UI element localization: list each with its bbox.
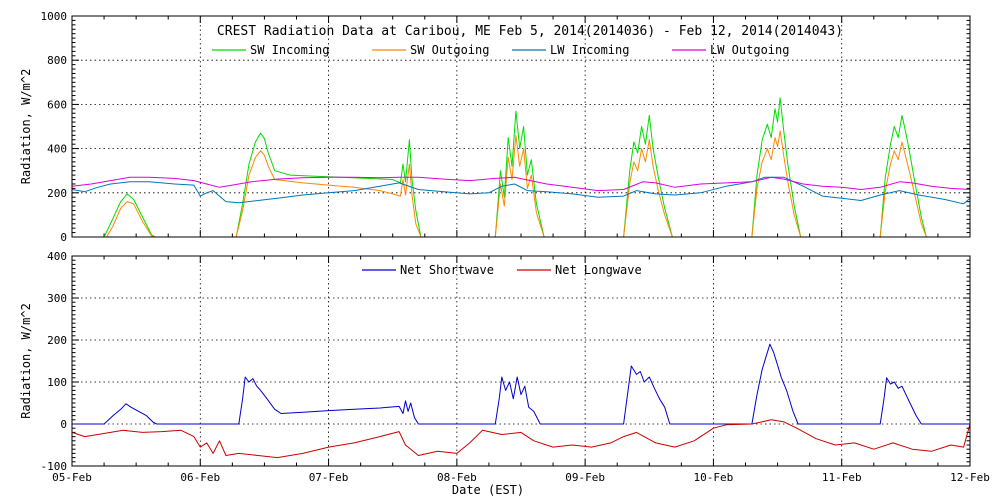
x-tick-label: 09-Feb (565, 471, 605, 484)
legend-label: Net Longwave (555, 263, 642, 277)
legend-label: Net Shortwave (400, 263, 494, 277)
series-line-net-longwave (71, 419, 971, 459)
top-panel: 0 200 400 600 800 1000 Radiation, W/m^2 SW Inco… (19, 10, 971, 244)
legend-label: SW Outgoing (410, 43, 489, 57)
x-tick-label: 12-Feb (950, 471, 990, 484)
x-tick-label: 10-Feb (694, 471, 734, 484)
x-tick-label: 06-Feb (180, 471, 220, 484)
y-tick-label: -100 (41, 460, 68, 473)
y-axis-title: Radiation, W/m^2 (19, 69, 33, 185)
legend-label: LW Outgoing (710, 43, 789, 57)
y-tick-label: 400 (47, 143, 67, 156)
x-tick-label: 05-Feb (52, 471, 92, 484)
bottom-panel: -100 0 100 200 300 400 05-Feb 06-Feb 07-Feb 08-Fe… (19, 250, 990, 484)
y-tick-label: 0 (60, 231, 67, 244)
x-axis-title: Date (EST) (452, 483, 524, 497)
series-line-sw-outgoing (72, 130, 970, 238)
series-line-sw-incoming (72, 97, 970, 238)
plot-frame (71, 15, 971, 238)
y-tick-label: 800 (47, 54, 67, 67)
plot-frame (71, 255, 971, 467)
y-tick-label: 200 (47, 187, 67, 200)
y-tick-label: 600 (47, 98, 67, 111)
legend-label: SW Incoming (250, 43, 329, 57)
chart-title: CREST Radiation Data at Caribou, ME Feb … (217, 24, 843, 39)
y-axis-title: Radiation, W/m^2 (19, 303, 33, 419)
y-tick-label: 200 (47, 334, 67, 347)
series-line-net-shortwave (72, 343, 970, 425)
y-tick-label: 1000 (41, 10, 68, 23)
series-line-lw-outgoing (71, 176, 971, 192)
series-line-lw-incoming (71, 176, 971, 205)
y-tick-label: 300 (47, 292, 67, 305)
x-tick-label: 11-Feb (822, 471, 862, 484)
x-tick-label: 08-Feb (437, 471, 477, 484)
x-tick-label: 07-Feb (309, 471, 349, 484)
y-tick-label: 100 (47, 376, 67, 389)
legend-label: LW Incoming (550, 43, 629, 57)
y-tick-label: 400 (47, 250, 67, 263)
y-tick-label: 0 (60, 418, 67, 431)
